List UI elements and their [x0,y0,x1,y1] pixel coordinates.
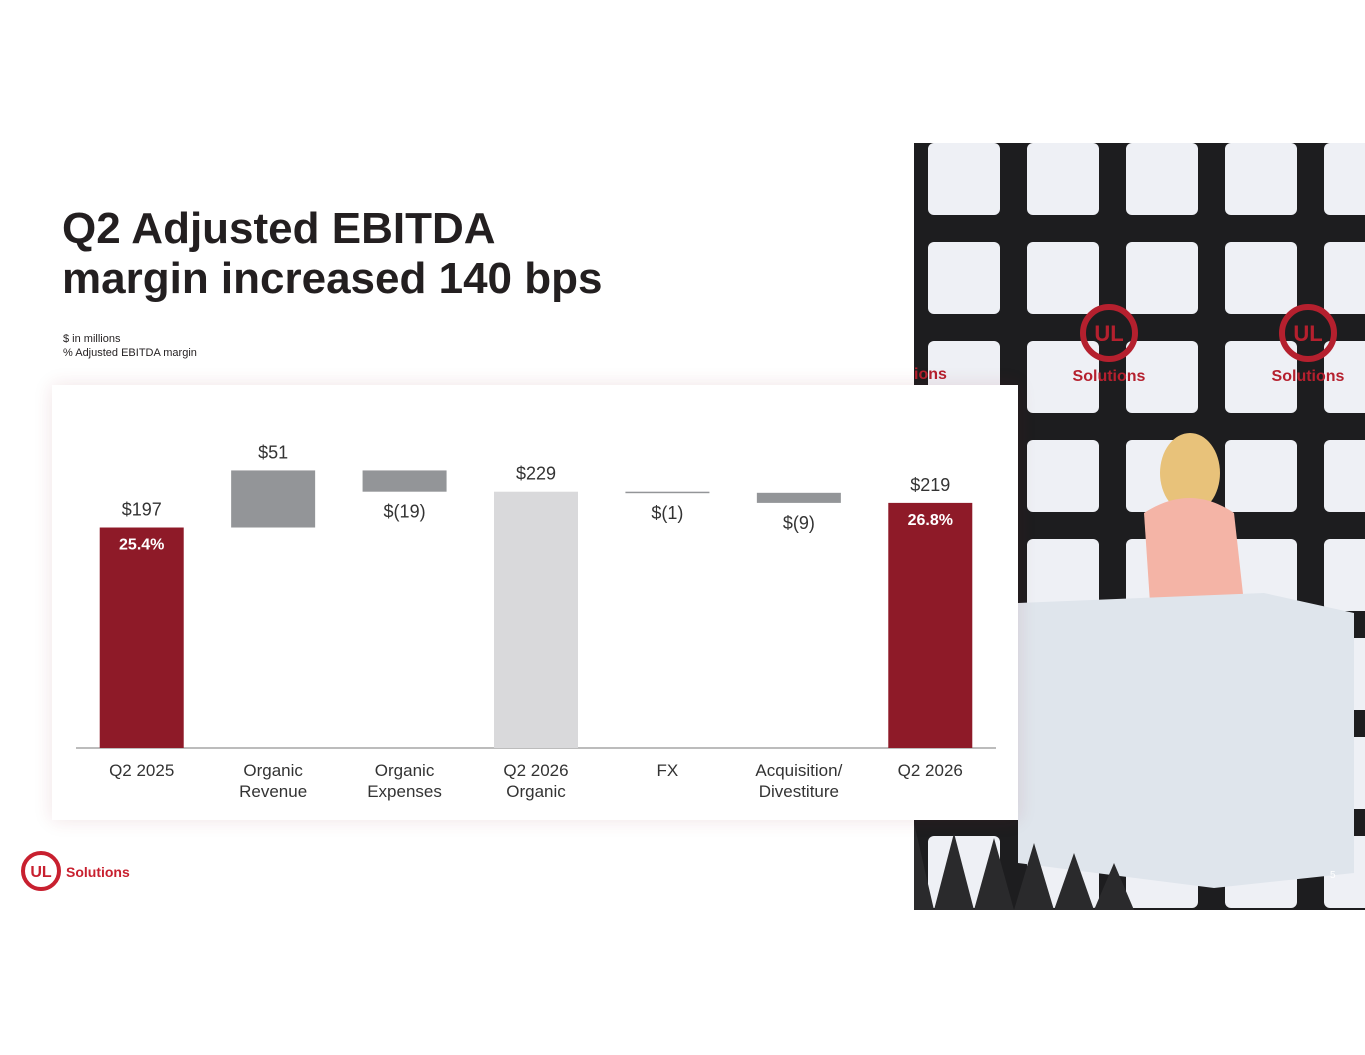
sign-mark: UL [1293,321,1322,346]
x-tick-label: FX [656,761,679,780]
logo-mark: UL [30,864,52,881]
value-label: $(19) [384,502,426,522]
sign-text: Solutions [1073,368,1146,385]
bar [494,491,578,748]
value-label: $197 [122,500,162,520]
value-label: $(9) [783,513,815,533]
foam-block [1018,593,1354,888]
value-label: $51 [258,442,288,462]
value-label: $(1) [651,503,683,523]
note: % Adjusted EBITDA margin [63,347,197,359]
title: Q2 Adjusted EBITDA margin increased 140 … [62,204,603,303]
bar [756,492,841,503]
x-tick-label: Organic Revenue [239,761,308,801]
x-tick-label: Q2 2026 [897,761,963,780]
chart: $197 25.4% $51 $(19) $229 $(1) $(9) $219 26.8% [76,442,996,749]
sign-mark: UL [1094,321,1123,346]
logo-name: Solutions [66,864,130,880]
chart-card: $197 25.4% $51 $(19) $229 $(1) $(9) $219 26.8% Q… [52,385,1018,820]
bar [362,470,447,492]
margin-label: 25.4% [119,537,164,554]
bar [99,527,184,748]
bar [231,470,316,528]
value-label: $229 [516,464,556,484]
margin-label: 26.8% [908,512,953,529]
note: $ in millions [63,333,121,345]
x-tick-label: Q2 2026 Organic [503,761,569,801]
sign-text: ions [914,366,947,383]
sign-ring [1080,304,1138,362]
absorbers [914,823,1134,910]
bar [625,491,710,494]
sign-ring [1279,304,1337,362]
logo: UL Solutions [21,851,130,891]
x-tick-label: Q2 2025 [109,761,175,780]
person [1144,498,1244,603]
person-hair [1160,433,1220,513]
x-tick-label: Acquisition/ Divestiture [755,761,843,801]
sign-text: Solutions [1272,368,1345,385]
bar [888,502,973,748]
x-tick-label: Organic Expenses [367,761,442,801]
value-label: $219 [910,475,950,495]
page-number: 5 [1330,870,1336,881]
